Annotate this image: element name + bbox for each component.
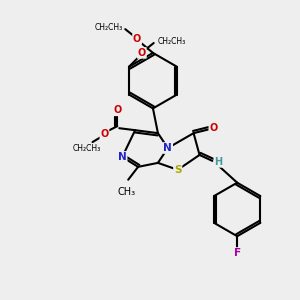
Text: N: N	[118, 152, 127, 162]
Text: F: F	[234, 248, 241, 258]
Text: O: O	[113, 105, 122, 116]
Text: O: O	[100, 129, 109, 139]
Text: N: N	[164, 143, 172, 153]
Text: O: O	[133, 34, 141, 44]
Text: CH₂CH₃: CH₂CH₃	[95, 22, 123, 32]
Text: O: O	[209, 123, 217, 133]
Text: CH₃: CH₃	[117, 187, 135, 197]
Text: H: H	[214, 157, 222, 167]
Text: CH₂CH₃: CH₂CH₃	[158, 37, 186, 46]
Text: CH₂CH₃: CH₂CH₃	[73, 144, 101, 153]
Text: S: S	[174, 165, 182, 175]
Text: O: O	[138, 48, 146, 58]
